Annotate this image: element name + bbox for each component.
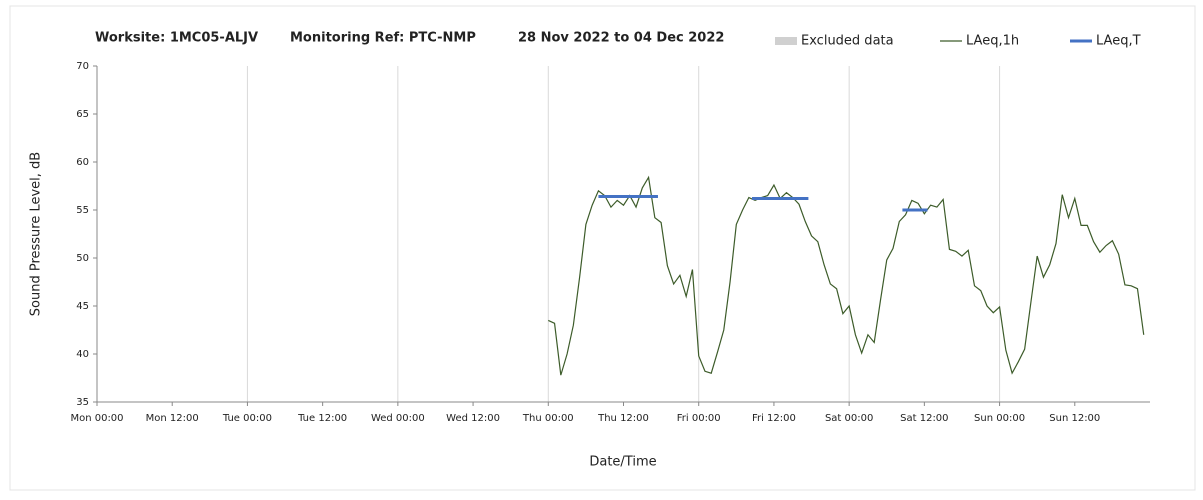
y-tick-label: 60 — [76, 157, 89, 168]
y-axis-label: Sound Pressure Level, dB — [29, 152, 44, 316]
x-tick-label: Thu 00:00 — [522, 413, 574, 424]
x-tick-label: Wed 00:00 — [371, 413, 425, 424]
y-tick-label: 70 — [76, 61, 89, 72]
y-tick-label: 55 — [76, 205, 89, 216]
x-tick-label: Tue 00:00 — [222, 413, 272, 424]
data-line — [548, 175, 1145, 376]
y-tick-label: 50 — [76, 253, 89, 264]
x-tick-label: Sun 12:00 — [1049, 413, 1100, 424]
x-tick-label: Fri 00:00 — [677, 413, 721, 424]
x-tick-label: Mon 12:00 — [146, 413, 199, 424]
chart-title: Monitoring Ref: PTC-NMP — [290, 31, 476, 46]
chart-title: 28 Nov 2022 to 04 Dec 2022 — [518, 31, 724, 46]
y-tick-label: 45 — [76, 301, 89, 312]
legend-label: Excluded data — [801, 34, 894, 49]
legend-label: LAeq,1h — [966, 34, 1019, 49]
x-tick-label: Sat 12:00 — [900, 413, 948, 424]
chart-title: Worksite: 1MC05-ALJV — [95, 31, 258, 46]
x-tick-label: Sat 00:00 — [825, 413, 873, 424]
x-tick-label: Fri 12:00 — [752, 413, 796, 424]
x-tick-label: Tue 12:00 — [297, 413, 347, 424]
y-tick-label: 65 — [76, 109, 89, 120]
x-tick-label: Wed 12:00 — [446, 413, 500, 424]
y-tick-label: 40 — [76, 349, 89, 360]
y-tick-label: 35 — [76, 397, 89, 408]
x-tick-label: Thu 12:00 — [597, 413, 649, 424]
x-axis-label: Date/Time — [589, 455, 656, 470]
legend-swatch — [775, 37, 797, 45]
x-tick-label: Mon 00:00 — [70, 413, 123, 424]
x-tick-label: Sun 00:00 — [974, 413, 1025, 424]
legend-label: LAeq,T — [1096, 34, 1141, 49]
chart-frame — [9, 5, 1196, 491]
